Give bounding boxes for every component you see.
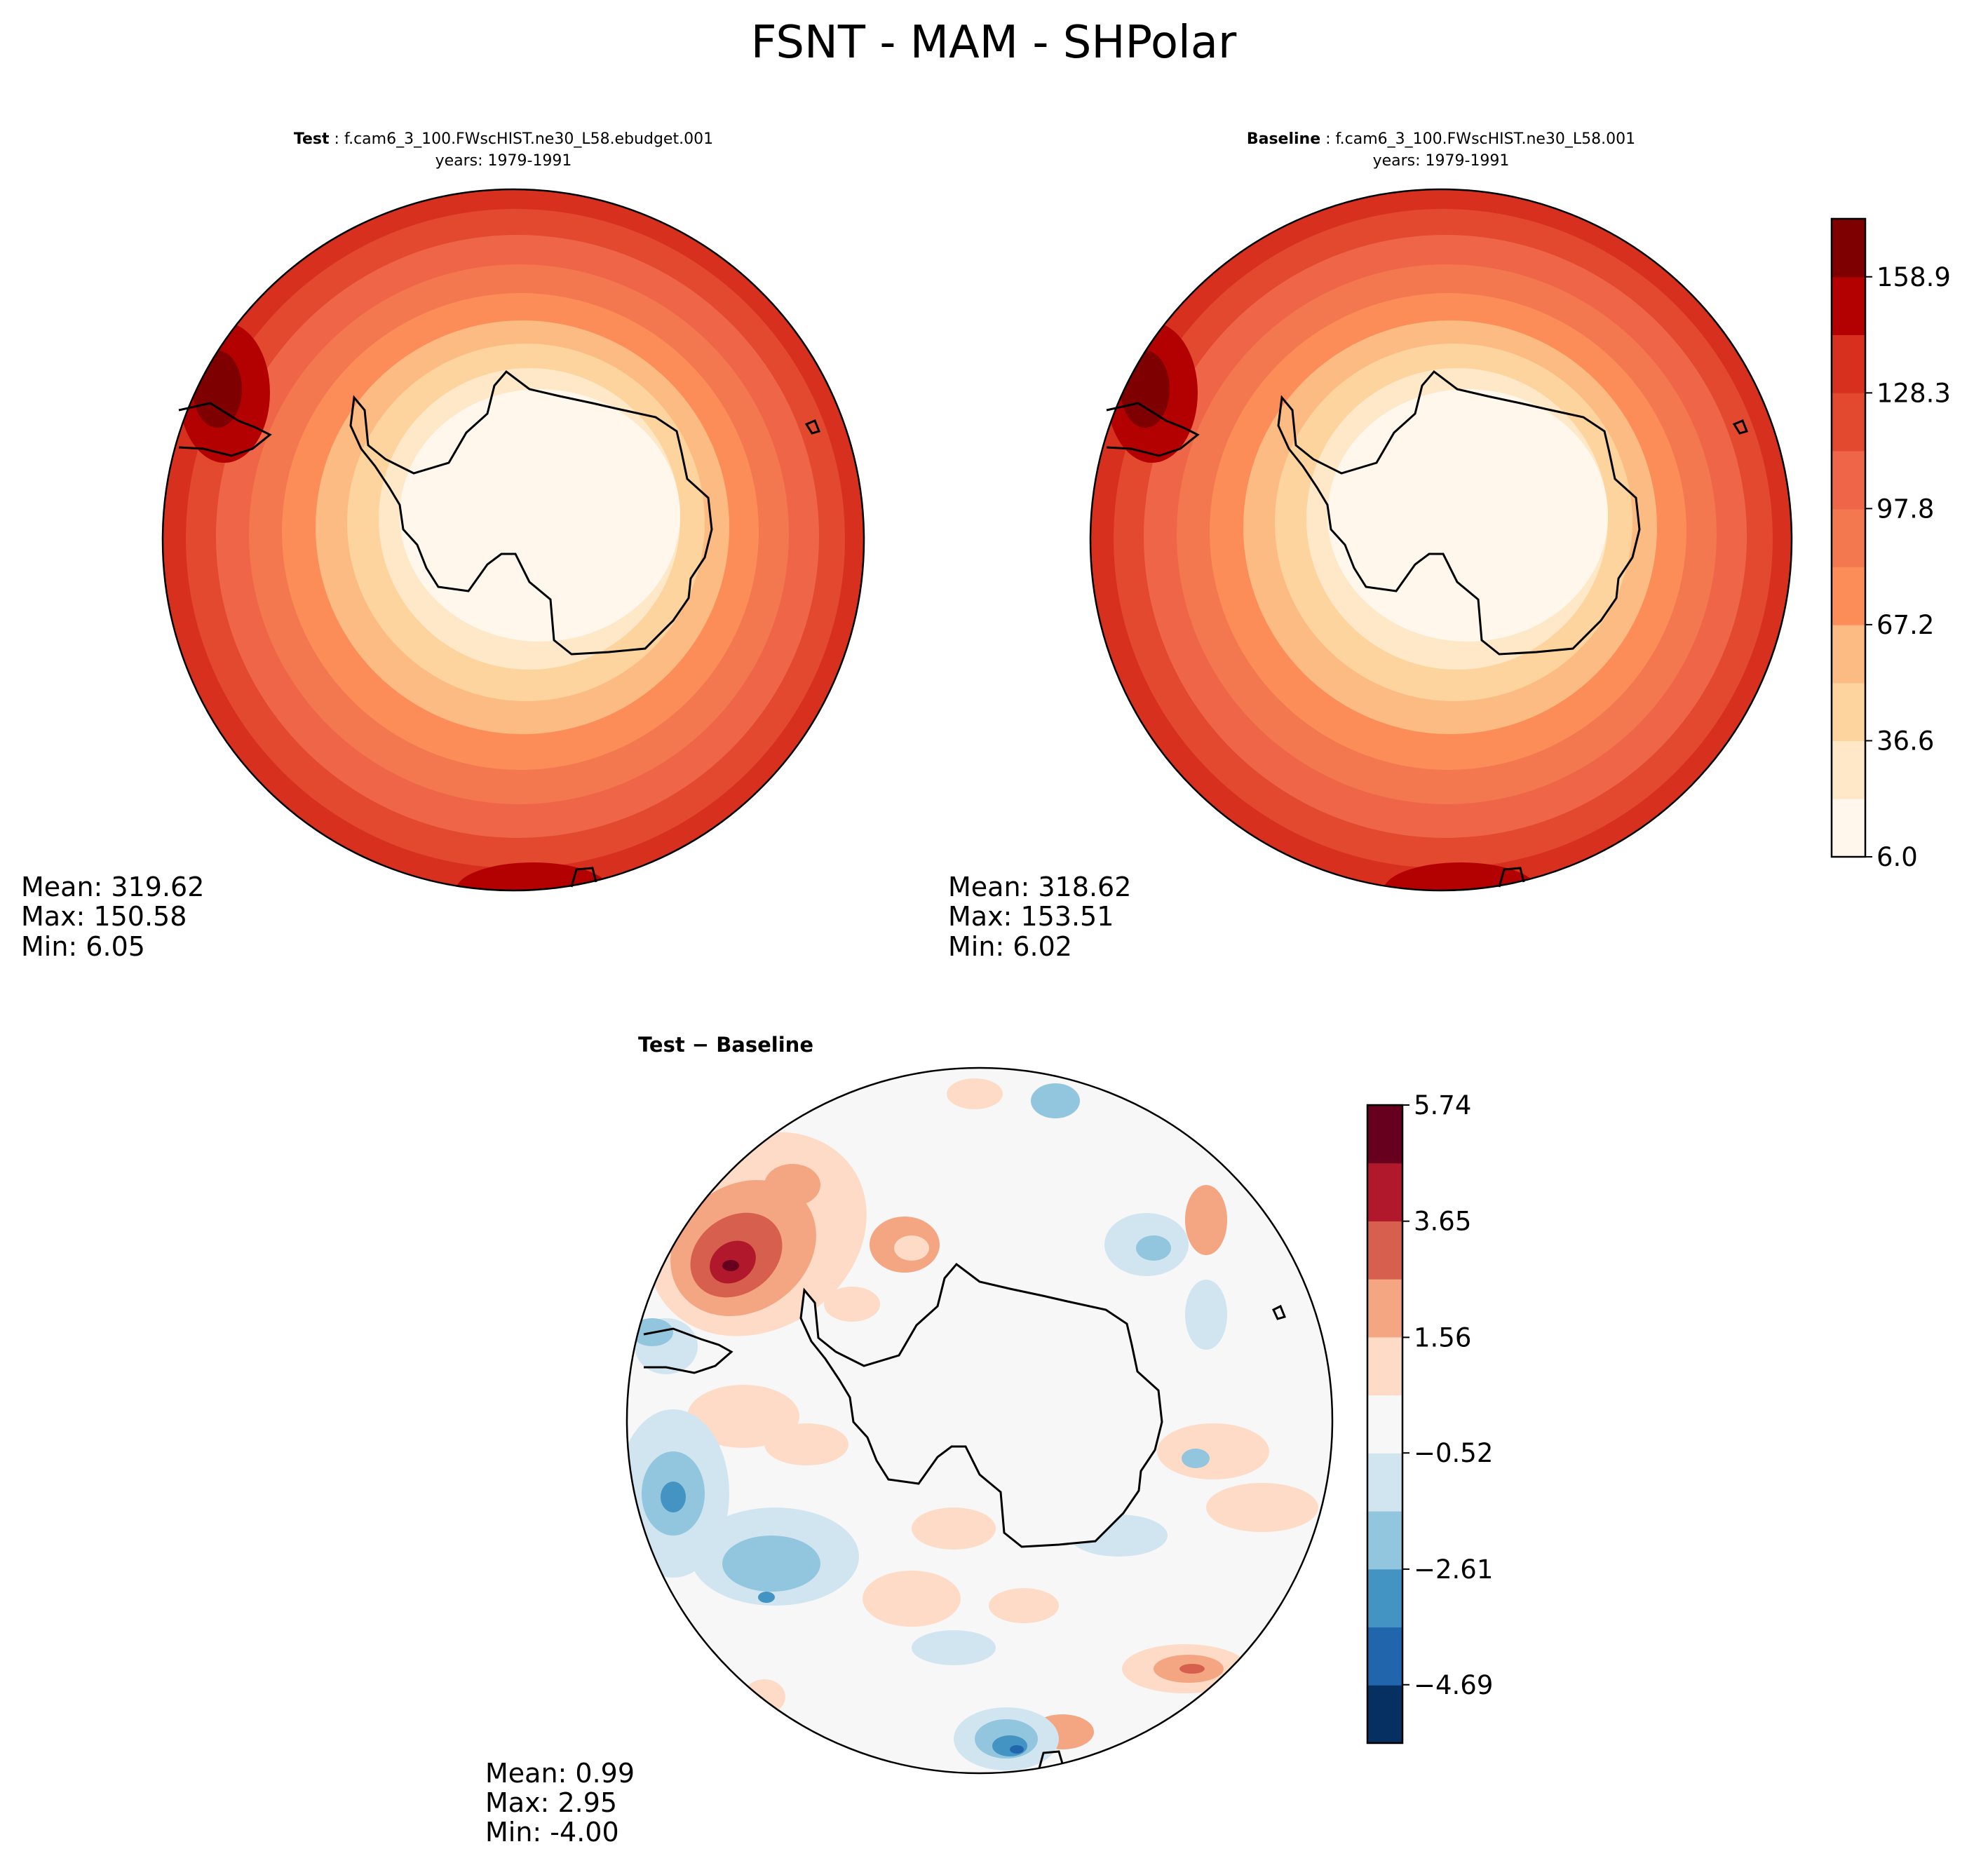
top-colorbar-color-3 xyxy=(1832,625,1865,684)
diff-colorbar-color-10 xyxy=(1367,1105,1402,1164)
top-colorbar-frame xyxy=(1830,217,1867,858)
test-mean: Mean: 319.62 xyxy=(21,872,204,902)
diff-min: Min: -4.00 xyxy=(485,1817,619,1848)
test-map-boundary xyxy=(161,188,865,892)
top-colorbar-color-7 xyxy=(1832,393,1865,452)
baseline-mean: Mean: 318.62 xyxy=(948,872,1131,902)
diff-colorbar-tick-label: −0.52 xyxy=(1414,1438,1493,1468)
diff-colorbar-color-4 xyxy=(1367,1453,1402,1512)
diff-colorbar: −4.69 −2.61 −0.52 1.56 3.65 5.74 xyxy=(1366,1090,1493,1744)
top-colorbar-color-6 xyxy=(1832,450,1865,510)
top-colorbar-color-4 xyxy=(1832,567,1865,625)
baseline-min: Min: 6.02 xyxy=(948,931,1072,962)
baseline-map xyxy=(1090,189,1792,890)
top-colorbar-color-0 xyxy=(1832,799,1865,858)
diff-max: Max: 2.95 xyxy=(485,1787,617,1818)
diff-colorbar-tick-label: 5.74 xyxy=(1414,1090,1471,1120)
top-colorbar-color-9 xyxy=(1832,276,1865,335)
figure-title: FSNT - MAM - SHPolar xyxy=(751,17,1237,69)
test-min: Min: 6.05 xyxy=(21,931,145,962)
top-colorbar-color-1 xyxy=(1832,740,1865,799)
top-colorbar-tick-label: 36.6 xyxy=(1877,726,1934,756)
diff-colorbar-color-5 xyxy=(1367,1395,1402,1454)
test-panel-title: Test : f.cam6_3_100.FWscHIST.ne30_L58.eb… xyxy=(294,130,713,148)
baseline-case: f.cam6_3_100.FWscHIST.ne30_L58.001 xyxy=(1336,130,1636,148)
diff-colorbar-color-1 xyxy=(1367,1627,1402,1686)
test-map xyxy=(163,189,864,890)
diff-colorbar-tick-label: 1.56 xyxy=(1414,1322,1471,1353)
top-colorbar-tick-label: 6.0 xyxy=(1877,842,1918,872)
test-case: f.cam6_3_100.FWscHIST.ne30_L58.ebudget.0… xyxy=(344,130,713,148)
test-label: Test xyxy=(294,130,330,148)
diff-colorbar-color-2 xyxy=(1367,1569,1402,1628)
top-colorbar-color-2 xyxy=(1832,682,1865,742)
baseline-panel-title: Baseline : f.cam6_3_100.FWscHIST.ne30_L5… xyxy=(1247,130,1635,148)
diff-map-boundary xyxy=(626,1066,1334,1775)
top-colorbar-color-8 xyxy=(1832,334,1865,393)
diff-colorbar-color-9 xyxy=(1367,1163,1402,1221)
baseline-panel: Baseline : f.cam6_3_100.FWscHIST.ne30_L5… xyxy=(948,130,1793,962)
test-panel: Test : f.cam6_3_100.FWscHIST.ne30_L58.eb… xyxy=(21,130,865,962)
test-sep: : xyxy=(330,130,344,148)
diff-colorbar-tick-label: −4.69 xyxy=(1414,1670,1493,1700)
test-africa-tip xyxy=(570,867,597,888)
test-years: years: 1979-1991 xyxy=(435,152,572,170)
diff-mean: Mean: 0.99 xyxy=(485,1758,635,1789)
baseline-sep: : xyxy=(1320,130,1335,148)
top-colorbar-tick-label: 97.8 xyxy=(1877,494,1934,524)
diff-africa-tip xyxy=(1038,1750,1064,1769)
diff-colorbar-tick-label: 3.65 xyxy=(1414,1207,1471,1237)
top-colorbar-tick-label: 67.2 xyxy=(1877,610,1934,640)
top-colorbar-tick-label: 158.9 xyxy=(1877,262,1951,292)
test-max: Max: 150.58 xyxy=(21,901,187,932)
test-island xyxy=(804,419,821,435)
baseline-years: years: 1979-1991 xyxy=(1373,152,1510,170)
baseline-map-boundary xyxy=(1089,188,1793,892)
baseline-south-america-coastline xyxy=(1106,402,1200,457)
top-colorbar-color-5 xyxy=(1832,508,1865,567)
baseline-africa-tip xyxy=(1498,867,1525,888)
top-colorbar-color-10 xyxy=(1832,219,1865,278)
diff-colorbar-color-8 xyxy=(1367,1221,1402,1280)
diff-colorbar-color-7 xyxy=(1367,1279,1402,1338)
diff-panel-title: Test − Baseline xyxy=(638,1033,813,1057)
diff-colorbar-frame xyxy=(1366,1104,1404,1744)
baseline-island xyxy=(1732,419,1749,435)
baseline-max: Max: 153.51 xyxy=(948,901,1114,932)
top-colorbar: 6.0 36.6 67.2 97.8 128.3 158.9 xyxy=(1830,217,1951,872)
diff-colorbar-color-6 xyxy=(1367,1336,1402,1396)
diff-colorbar-color-3 xyxy=(1367,1511,1402,1570)
test-south-america-coastline xyxy=(178,402,272,457)
diff-south-america-coastline xyxy=(643,1327,733,1374)
diff-colorbar-color-0 xyxy=(1367,1685,1402,1744)
diff-panel: Test − Baseline xyxy=(485,1033,1334,1848)
diff-island xyxy=(1272,1304,1287,1320)
diff-colorbar-tick-label: −2.61 xyxy=(1414,1554,1493,1585)
baseline-label: Baseline xyxy=(1247,130,1320,148)
top-colorbar-tick-label: 128.3 xyxy=(1877,378,1951,408)
